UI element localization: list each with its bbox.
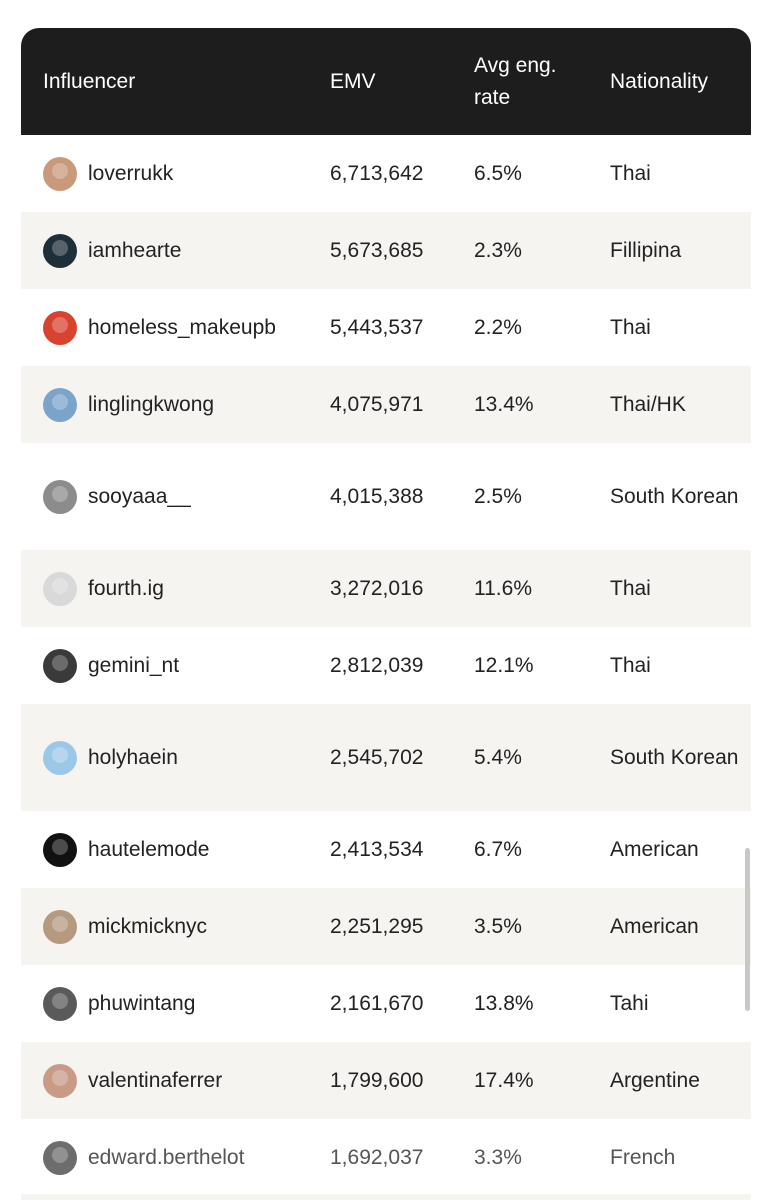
avatar[interactable] (43, 648, 77, 683)
influencer-cell: edward.berthelot (43, 1119, 244, 1196)
avatar[interactable] (43, 310, 77, 345)
column-header-nationality[interactable]: Nationality (610, 69, 709, 93)
eng-rate-cell: 6.5% (474, 161, 522, 185)
influencer-name[interactable]: phuwintang (88, 991, 196, 1015)
avatar[interactable] (43, 156, 77, 191)
eng-rate-cell: 2.3% (474, 238, 522, 262)
nationality-cell: Thai (610, 161, 651, 185)
table-row[interactable]: mickmicknyc 2,251,295 3.5% American (21, 888, 751, 965)
nationality-cell: South Korean (610, 484, 739, 508)
influencer-name[interactable]: linglingkwong (88, 392, 215, 416)
table-row[interactable]: valentinaferrer 1,799,600 17.4% Argentin… (21, 1042, 751, 1119)
table-row[interactable]: edward.berthelot 1,692,037 3.3% French (21, 1119, 751, 1196)
table-row[interactable]: holyhaein 2,545,702 5.4% South Korean (21, 704, 751, 811)
eng-rate-cell: 2.5% (474, 484, 522, 508)
eng-rate-cell: 2.2% (474, 315, 522, 339)
emv-cell: 1,692,037 (330, 1145, 424, 1169)
nationality-cell: French (610, 1145, 676, 1169)
table-row[interactable]: linglingkwong 4,075,971 13.4% Thai/HK (21, 366, 751, 443)
next-row-edge (21, 1194, 751, 1200)
nationality-cell: Tahi (610, 991, 649, 1015)
eng-rate-cell: 13.4% (474, 392, 534, 416)
emv-cell: 6,713,642 (330, 161, 424, 185)
avatar[interactable] (43, 387, 77, 422)
influencer-name[interactable]: valentinaferrer (88, 1068, 223, 1092)
nationality-cell: American (610, 914, 699, 938)
influencer-name[interactable]: sooyaaa__ (88, 484, 191, 508)
table-header: Influencer EMV Avg eng. rate Nationality (21, 28, 751, 135)
nationality-cell: Thai (610, 576, 651, 600)
influencer-cell: holyhaein (43, 704, 178, 811)
table-row[interactable]: fourth.ig 3,272,016 11.6% Thai (21, 550, 751, 627)
avatar[interactable] (43, 909, 77, 944)
emv-cell: 2,161,670 (330, 991, 424, 1015)
scrollbar-thumb[interactable] (745, 848, 750, 1011)
emv-cell: 5,443,537 (330, 315, 424, 339)
influencer-name[interactable]: iamhearte (88, 238, 182, 262)
influencer-cell: mickmicknyc (43, 888, 207, 965)
eng-rate-cell: 6.7% (474, 837, 522, 861)
emv-cell: 4,075,971 (330, 392, 424, 416)
influencer-cell: phuwintang (43, 965, 195, 1042)
emv-cell: 2,545,702 (330, 745, 424, 769)
avatar[interactable] (43, 1140, 77, 1175)
emv-cell: 2,251,295 (330, 914, 424, 938)
column-header-influencer[interactable]: Influencer (43, 69, 136, 93)
influencer-name[interactable]: loverrukk (88, 161, 174, 185)
avatar[interactable] (43, 571, 77, 606)
influencer-cell: linglingkwong (43, 366, 214, 443)
influencer-cell: gemini_nt (43, 627, 179, 704)
table-row[interactable]: phuwintang 2,161,670 13.8% Tahi (21, 965, 751, 1042)
emv-cell: 4,015,388 (330, 484, 424, 508)
eng-rate-cell: 3.5% (474, 914, 522, 938)
eng-rate-cell: 13.8% (474, 991, 534, 1015)
influencer-cell: iamhearte (43, 212, 181, 289)
influencer-name[interactable]: hautelemode (88, 837, 210, 861)
emv-cell: 1,799,600 (330, 1068, 424, 1092)
influencer-cell: loverrukk (43, 135, 173, 212)
eng-rate-cell: 17.4% (474, 1068, 534, 1092)
nationality-cell: Fillipina (610, 238, 682, 262)
influencer-name[interactable]: holyhaein (88, 745, 178, 769)
nationality-cell: Argentine (610, 1068, 700, 1092)
nationality-cell: South Korean (610, 745, 739, 769)
emv-cell: 2,812,039 (330, 653, 424, 677)
avatar[interactable] (43, 233, 77, 268)
avatar[interactable] (43, 832, 77, 867)
influencer-name[interactable]: fourth.ig (88, 576, 164, 600)
influencer-cell: hautelemode (43, 811, 209, 888)
influencer-cell: homeless_makeupb (43, 289, 276, 366)
nationality-cell: American (610, 837, 699, 861)
influencer-cell: sooyaaa__ (43, 443, 191, 550)
table-row[interactable]: sooyaaa__ 4,015,388 2.5% South Korean (21, 443, 751, 550)
nationality-cell: Thai/HK (610, 392, 686, 416)
avatar[interactable] (43, 986, 77, 1021)
influencer-table: Influencer EMV Avg eng. rate Nationality… (21, 28, 751, 1196)
emv-cell: 3,272,016 (330, 576, 424, 600)
table-row[interactable]: gemini_nt 2,812,039 12.1% Thai (21, 627, 751, 704)
nationality-cell: Thai (610, 315, 651, 339)
column-header-avg-eng-rate[interactable]: Avg eng. rate (474, 53, 557, 109)
influencer-name[interactable]: gemini_nt (88, 653, 180, 677)
influencer-name[interactable]: edward.berthelot (88, 1145, 245, 1169)
table-row[interactable]: iamhearte 5,673,685 2.3% Fillipina (21, 212, 751, 289)
eng-rate-cell: 3.3% (474, 1145, 522, 1169)
avatar[interactable] (43, 1063, 77, 1098)
table-row[interactable]: homeless_makeupb 5,443,537 2.2% Thai (21, 289, 751, 366)
table-row[interactable]: hautelemode 2,413,534 6.7% American (21, 811, 751, 888)
avatar[interactable] (43, 740, 77, 775)
eng-rate-cell: 12.1% (474, 653, 534, 677)
influencer-name[interactable]: mickmicknyc (88, 914, 207, 938)
nationality-cell: Thai (610, 653, 651, 677)
emv-cell: 5,673,685 (330, 238, 424, 262)
avatar[interactable] (43, 479, 77, 514)
emv-cell: 2,413,534 (330, 837, 424, 861)
eng-rate-cell: 5.4% (474, 745, 522, 769)
influencer-cell: valentinaferrer (43, 1042, 222, 1119)
influencer-name[interactable]: homeless_makeupb (88, 315, 276, 339)
eng-rate-cell: 11.6% (474, 576, 532, 600)
column-header-emv[interactable]: EMV (330, 69, 376, 93)
table-row[interactable]: loverrukk 6,713,642 6.5% Thai (21, 135, 751, 212)
influencer-cell: fourth.ig (43, 550, 164, 627)
